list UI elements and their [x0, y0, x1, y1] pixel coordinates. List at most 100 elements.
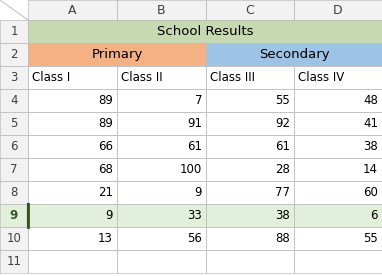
- Text: D: D: [333, 4, 343, 17]
- Text: 89: 89: [98, 94, 113, 107]
- Bar: [294, 112, 382, 135]
- Text: 8: 8: [10, 186, 18, 199]
- Bar: [117, 250, 206, 273]
- Bar: [0, 0, 28, 20]
- Bar: [0, 181, 28, 204]
- Bar: [294, 158, 382, 181]
- Bar: [117, 89, 206, 112]
- Text: C: C: [246, 4, 254, 17]
- Text: 55: 55: [363, 232, 378, 245]
- Bar: [0, 158, 28, 181]
- Text: 89: 89: [98, 117, 113, 130]
- Bar: [206, 0, 294, 20]
- Text: 9: 9: [10, 209, 18, 222]
- Bar: [294, 181, 382, 204]
- Bar: [206, 158, 294, 181]
- Bar: [0, 250, 28, 273]
- Bar: [294, 135, 382, 158]
- Text: 9: 9: [194, 186, 202, 199]
- Text: 56: 56: [187, 232, 202, 245]
- Text: 33: 33: [187, 209, 202, 222]
- Bar: [0, 43, 28, 66]
- Text: A: A: [68, 4, 77, 17]
- Text: Class I: Class I: [32, 71, 70, 84]
- Text: 91: 91: [187, 117, 202, 130]
- Bar: [206, 89, 294, 112]
- Bar: [294, 0, 382, 20]
- Bar: [28, 0, 117, 20]
- Bar: [28, 89, 117, 112]
- Text: 10: 10: [6, 232, 21, 245]
- Bar: [0, 135, 28, 158]
- Text: 7: 7: [10, 163, 18, 176]
- Bar: [117, 227, 206, 250]
- Bar: [28, 250, 117, 273]
- Text: Class II: Class II: [121, 71, 163, 84]
- Bar: [28, 227, 117, 250]
- Bar: [117, 204, 206, 227]
- Text: School Results: School Results: [157, 25, 253, 38]
- Text: Class III: Class III: [210, 71, 255, 84]
- Bar: [294, 204, 382, 227]
- Text: 9: 9: [105, 209, 113, 222]
- Text: 6: 6: [10, 140, 18, 153]
- Bar: [206, 227, 294, 250]
- Bar: [206, 43, 382, 66]
- Text: 14: 14: [363, 163, 378, 176]
- Text: 21: 21: [98, 186, 113, 199]
- Bar: [0, 89, 28, 112]
- Text: 6: 6: [371, 209, 378, 222]
- Text: 38: 38: [363, 140, 378, 153]
- Text: Secondary: Secondary: [259, 48, 329, 61]
- Bar: [28, 66, 117, 89]
- Text: 55: 55: [275, 94, 290, 107]
- Bar: [117, 66, 206, 89]
- Bar: [28, 204, 117, 227]
- Bar: [0, 227, 28, 250]
- Text: 66: 66: [98, 140, 113, 153]
- Text: 88: 88: [275, 232, 290, 245]
- Text: B: B: [157, 4, 166, 17]
- Bar: [0, 204, 28, 227]
- Text: 41: 41: [363, 117, 378, 130]
- Text: 2: 2: [10, 48, 18, 61]
- Bar: [206, 250, 294, 273]
- Bar: [117, 135, 206, 158]
- Text: 3: 3: [10, 71, 18, 84]
- Text: 1: 1: [10, 25, 18, 38]
- Bar: [117, 158, 206, 181]
- Bar: [117, 181, 206, 204]
- Bar: [206, 112, 294, 135]
- Bar: [28, 20, 382, 43]
- Bar: [28, 181, 117, 204]
- Bar: [206, 135, 294, 158]
- Bar: [0, 112, 28, 135]
- Text: 77: 77: [275, 186, 290, 199]
- Bar: [294, 227, 382, 250]
- Text: 4: 4: [10, 94, 18, 107]
- Text: 13: 13: [98, 232, 113, 245]
- Bar: [0, 66, 28, 89]
- Bar: [206, 181, 294, 204]
- Text: 60: 60: [363, 186, 378, 199]
- Text: Class IV: Class IV: [298, 71, 344, 84]
- Text: 61: 61: [187, 140, 202, 153]
- Bar: [28, 135, 117, 158]
- Bar: [294, 250, 382, 273]
- Bar: [117, 112, 206, 135]
- Text: Primary: Primary: [91, 48, 143, 61]
- Bar: [28, 43, 206, 66]
- Text: 28: 28: [275, 163, 290, 176]
- Bar: [294, 66, 382, 89]
- Text: 5: 5: [10, 117, 18, 130]
- Bar: [28, 158, 117, 181]
- Bar: [117, 0, 206, 20]
- Text: 61: 61: [275, 140, 290, 153]
- Text: 38: 38: [275, 209, 290, 222]
- Bar: [206, 204, 294, 227]
- Text: 7: 7: [194, 94, 202, 107]
- Text: 68: 68: [98, 163, 113, 176]
- Text: 92: 92: [275, 117, 290, 130]
- Bar: [28, 112, 117, 135]
- Bar: [0, 20, 28, 43]
